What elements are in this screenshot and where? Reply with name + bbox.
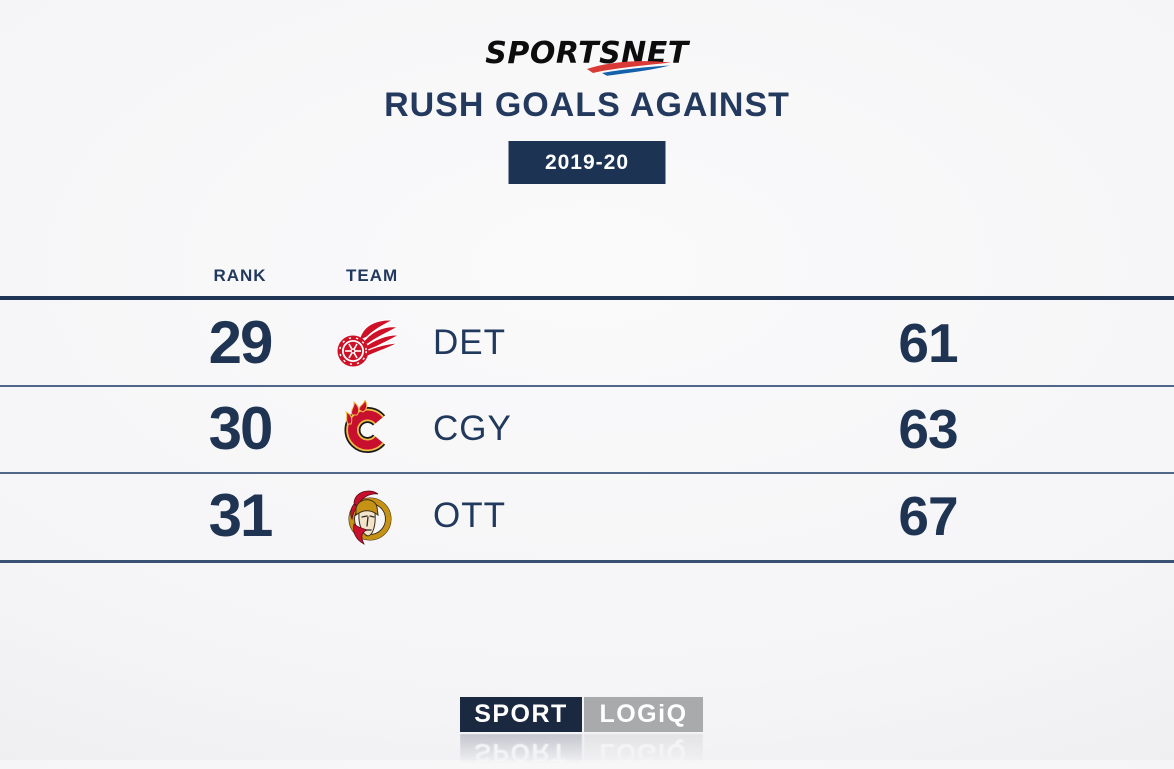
- ottawa-senators-logo-icon: [336, 474, 400, 558]
- table-header-divider: [0, 296, 1174, 300]
- table-row: 30 CGY 63: [0, 387, 1174, 471]
- rank-value: 30: [208, 395, 274, 462]
- sportsnet-logo: SPORTSNET: [0, 36, 1174, 76]
- team-abbr: DET: [433, 323, 506, 362]
- calgary-flames-logo-icon: [336, 387, 400, 471]
- stat-value: 61: [898, 312, 958, 374]
- table-bottom-divider: [0, 560, 1174, 563]
- rank-value: 31: [208, 482, 274, 549]
- page-title: RUSH GOALS AGAINST: [384, 86, 790, 124]
- season-badge: 2019-20: [508, 141, 666, 184]
- team-abbr: OTT: [433, 496, 506, 535]
- stat-value: 63: [898, 398, 958, 460]
- sportlogiq-reflection-sport: SPORT: [460, 734, 582, 769]
- sportlogiq-reflection-logiq: LOGiQ: [584, 734, 703, 769]
- row-divider: [0, 385, 1174, 387]
- sportsnet-swoosh-icon: [587, 61, 671, 76]
- sportlogiq-logo: SPORT LOGiQ: [460, 697, 703, 732]
- detroit-red-wings-logo-icon: [336, 301, 400, 385]
- stat-value: 67: [898, 485, 958, 547]
- sportsnet-wordmark: SPORTSNET: [485, 36, 689, 71]
- table-row: 31 OTT 67: [0, 474, 1174, 558]
- row-divider: [0, 472, 1174, 474]
- column-header-rank: RANK: [213, 266, 267, 285]
- column-header-team: TEAM: [346, 266, 399, 285]
- sportlogiq-wordmark-sport: SPORT: [460, 697, 582, 732]
- team-abbr: CGY: [433, 409, 512, 448]
- rank-value: 29: [208, 309, 274, 376]
- sportlogiq-wordmark-logiq: LOGiQ: [584, 697, 703, 732]
- sportlogiq-logo-reflection: SPORT LOGiQ: [460, 734, 703, 769]
- table-row: 29 DE: [0, 301, 1174, 385]
